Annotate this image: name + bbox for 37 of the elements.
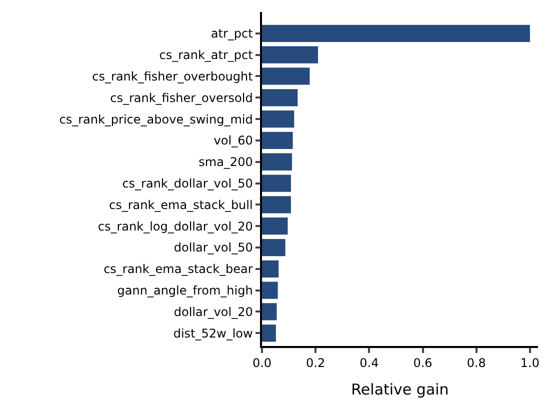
bar — [262, 68, 310, 85]
x-tick-label: 1.0 — [520, 356, 540, 370]
y-tick-label: gann_angle_from_high — [117, 284, 253, 298]
y-tick-label: cs_rank_price_above_swing_mid — [59, 112, 253, 126]
bar — [262, 174, 291, 192]
bar — [262, 24, 530, 42]
y-tick-label: dist_52w_low — [173, 326, 254, 340]
bar — [262, 238, 286, 256]
x-tick-label: 0.4 — [360, 356, 379, 370]
bar — [262, 196, 291, 214]
bar — [262, 260, 279, 278]
x-tick-label: 0.8 — [466, 356, 486, 370]
x-tick-label: 0.6 — [413, 356, 432, 370]
y-tick-label: atr_pct — [210, 26, 254, 41]
bar — [262, 110, 294, 128]
bar — [262, 46, 318, 64]
y-tick-label: cs_rank_ema_stack_bull — [108, 198, 253, 212]
x-tick-label: 0.0 — [252, 356, 272, 370]
bar — [262, 132, 293, 150]
bar — [262, 303, 277, 320]
y-tick-label: cs_rank_fisher_overbought — [92, 69, 254, 84]
y-tick-label: cs_rank_dollar_vol_50 — [122, 176, 253, 190]
bar — [262, 153, 292, 170]
y-tick-label: cs_rank_log_dollar_vol_20 — [98, 219, 253, 234]
y-tick-label: sma_200 — [198, 155, 253, 170]
bar — [262, 89, 298, 106]
y-tick-label: vol_60 — [214, 134, 253, 148]
y-tick-label: cs_rank_atr_pct — [159, 48, 254, 62]
y-tick-label: cs_rank_fisher_oversold — [110, 90, 253, 105]
y-tick-label: dollar_vol_20 — [174, 304, 253, 319]
y-tick-label: dollar_vol_50 — [174, 240, 253, 255]
y-tick-label: cs_rank_ema_stack_bear — [104, 262, 253, 276]
x-tick-label: 0.2 — [306, 356, 326, 370]
bar — [262, 324, 276, 342]
bar — [262, 218, 288, 235]
x-axis-title: Relative gain — [351, 380, 449, 399]
bar — [262, 282, 278, 299]
